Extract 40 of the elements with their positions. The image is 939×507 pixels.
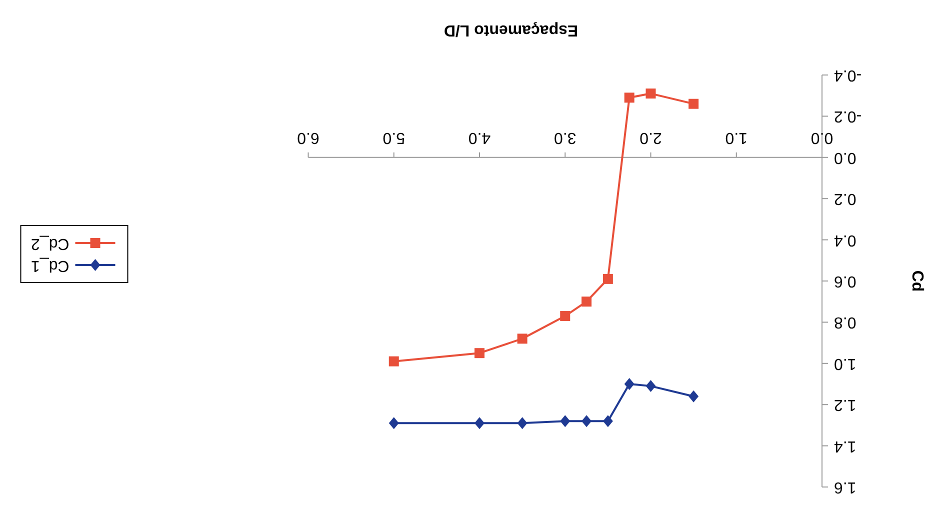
- x-tick-label: 0.0: [810, 128, 834, 146]
- point: [582, 415, 592, 428]
- y-tick-label: 0.0: [834, 148, 856, 166]
- y-tick-label: 0.4: [834, 231, 856, 248]
- point: [474, 348, 484, 358]
- point: [688, 390, 699, 402]
- point: [560, 311, 570, 322]
- legend-label: Cd_2: [31, 234, 70, 252]
- x-tick-label: 1.0: [725, 128, 748, 146]
- y-tick-label: 1.0: [834, 354, 856, 372]
- point: [624, 378, 634, 390]
- y-tick-label: 0.6: [834, 272, 856, 290]
- y-tick-label: 0.8: [834, 314, 856, 331]
- y-tick-label: 1.4: [834, 437, 856, 454]
- point: [560, 415, 570, 428]
- y-tick-label: -0.4: [834, 66, 862, 84]
- point: [688, 98, 699, 109]
- x-tick-label: 5.0: [382, 128, 405, 146]
- x-tick-label: 6.0: [297, 128, 320, 146]
- point: [474, 417, 484, 430]
- point: [646, 88, 656, 99]
- x-tick-label: 4.0: [468, 128, 491, 146]
- point: [624, 92, 634, 103]
- y-tick-label: 1.2: [834, 396, 856, 414]
- point: [602, 274, 613, 284]
- point: [517, 417, 528, 430]
- x-tick-label: 3.0: [554, 128, 576, 146]
- point: [517, 334, 528, 344]
- point: [388, 417, 399, 430]
- x-axis-title: Espaçamento L/D: [444, 22, 578, 38]
- y-tick-label: 0.2: [834, 190, 856, 208]
- y-tick-label: 1.6: [834, 478, 856, 496]
- point: [602, 415, 613, 428]
- y-tick-label: -0.2: [834, 108, 862, 125]
- point: [646, 380, 656, 392]
- x-tick-label: 2.0: [640, 128, 662, 146]
- point: [388, 356, 399, 366]
- y-axis-title: Cd: [908, 270, 926, 292]
- legend-label: Cd_1: [31, 256, 70, 274]
- point: [582, 296, 592, 307]
